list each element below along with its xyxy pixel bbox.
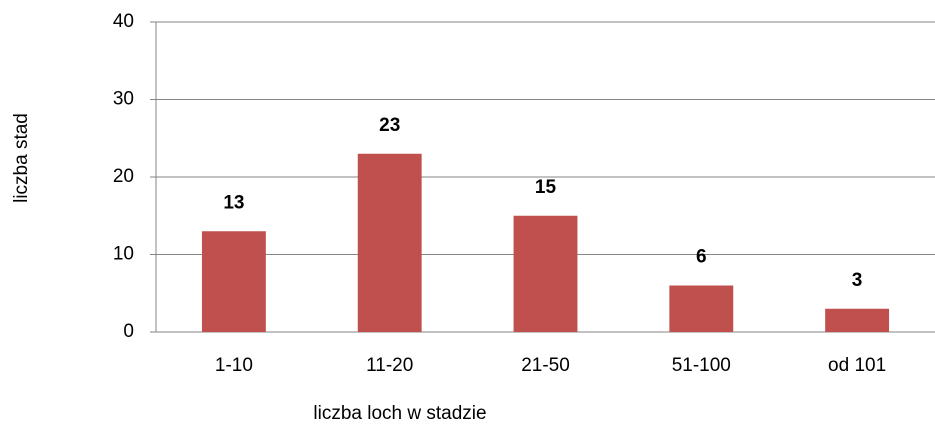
bar xyxy=(357,153,422,332)
x-tick-label: 51-100 xyxy=(672,355,731,376)
bar xyxy=(669,285,734,332)
bar xyxy=(825,308,890,332)
y-tick-label: 10 xyxy=(113,244,134,265)
x-axis-label: liczba loch w stadzie xyxy=(313,403,486,424)
x-tick-label: 21-50 xyxy=(521,355,570,376)
y-tick-label: 30 xyxy=(113,89,134,110)
y-tick-label: 20 xyxy=(113,166,134,187)
y-tick-label: 40 xyxy=(113,11,134,32)
value-label: 3 xyxy=(852,270,863,291)
value-label: 15 xyxy=(535,177,557,198)
value-label: 13 xyxy=(223,192,244,213)
bar xyxy=(201,231,266,332)
value-label: 6 xyxy=(696,247,707,268)
x-tick-label: od 101 xyxy=(828,355,886,376)
x-tick-label: 1-10 xyxy=(215,355,253,376)
value-label: 23 xyxy=(379,115,400,136)
bar xyxy=(513,215,578,332)
y-axis-label: liczba stad xyxy=(11,113,32,203)
x-tick-label: 11-20 xyxy=(366,355,413,376)
y-tick-label: 0 xyxy=(123,321,134,342)
